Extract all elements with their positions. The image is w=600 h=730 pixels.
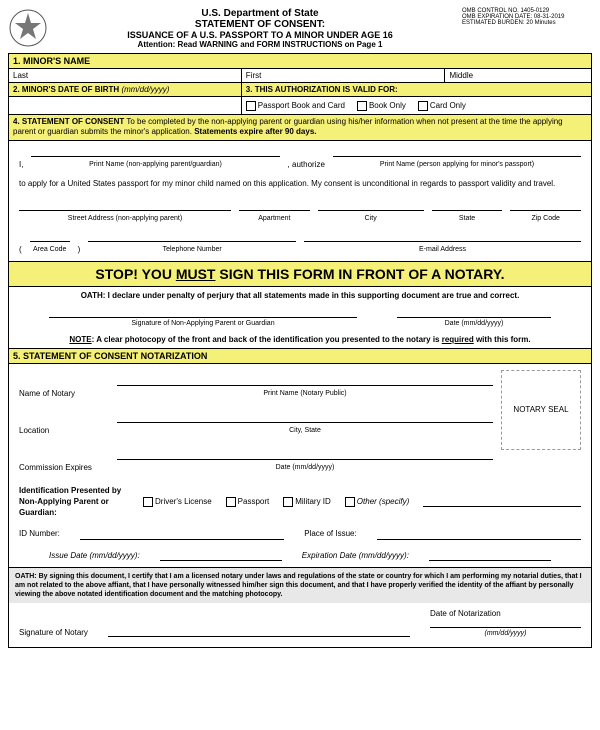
dept-name: U.S. Department of State [58,8,462,19]
sig-notary-field[interactable] [108,627,410,637]
nonapplying-name-label: Print Name (non-applying parent/guardian… [31,160,279,170]
exp-date-label: Expiration Date (mm/dd/yyyy): [302,550,409,561]
exp-date-field[interactable] [429,551,551,561]
omb-block: OMB CONTROL NO. 1405-0129 OMB EXPIRATION… [462,8,592,26]
form-body: 1. MINOR'S NAME Last First Middle 2. MIN… [8,53,592,648]
place-issue-label: Place of Issue: [304,528,356,539]
id-other[interactable]: Other (specify) [345,496,409,507]
phone-field[interactable] [88,232,296,242]
id-passport[interactable]: Passport [226,496,270,507]
first-label: First [246,71,262,80]
last-label: Last [13,71,28,80]
sig-nonapplying-field[interactable] [49,308,357,318]
oath-1: OATH: I declare under penalty of perjury… [9,287,591,304]
notarization-date-label: Date of Notarization [430,609,581,618]
dept-seal-icon [8,8,48,48]
sig-notary-label: Signature of Notary [19,628,88,637]
apt-field[interactable] [239,201,310,211]
notarization-date-field[interactable] [430,618,581,628]
section-2-3-header-row: 2. MINOR'S DATE OF BIRTH (mm/dd/yyyy) 3.… [9,83,591,97]
stop-banner: STOP! YOU MUST SIGN THIS FORM IN FRONT O… [9,261,591,287]
location-field[interactable] [117,413,493,423]
authorize-text: , authorize [288,159,325,170]
id-presented-label: Identification Presented by Non-Applying… [19,485,129,519]
notary-sig-row: Signature of Notary Date of Notarization… [9,603,591,647]
notary-block: Name of Notary Print Name (Notary Public… [9,364,591,567]
dob-field[interactable] [9,97,242,115]
opt-card-only[interactable]: Card Only [418,101,466,111]
opt-book-card[interactable]: Passport Book and Card [246,101,345,111]
id-number-field[interactable] [80,530,284,540]
area-field[interactable] [30,232,70,242]
sig-date-field[interactable] [397,308,551,318]
email-field[interactable] [304,232,581,242]
id-drivers[interactable]: Driver's License [143,496,212,507]
s4-lead: 4. STATEMENT OF CONSENT [13,117,124,126]
section-4-header: 4. STATEMENT OF CONSENT To be completed … [9,115,591,141]
name-row: Last First Middle [9,69,591,83]
section-5-header: 5. STATEMENT OF CONSENT NOTARIZATION [9,348,591,364]
section-2-3-body-row: Passport Book and Card Book Only Card On… [9,97,591,115]
header-titles: U.S. Department of State STATEMENT OF CO… [58,8,462,49]
consent-paragraph: to apply for a United States passport fo… [19,178,581,189]
state-field[interactable] [432,201,503,211]
omb-burden: ESTIMATED BURDEN: 20 Minutes [462,20,592,26]
consent-body: I, Print Name (non-applying parent/guard… [9,141,591,261]
opt-book-only[interactable]: Book Only [357,101,406,111]
middle-label: Middle [449,71,473,80]
zip-field[interactable] [510,201,581,211]
s4-expire: Statements expire after 90 days. [194,127,316,136]
note-line: NOTE: A clear photocopy of the front and… [9,331,591,348]
attention-line: Attention: Read WARNING and FORM INSTRUC… [58,40,462,49]
notary-name-label: Name of Notary [19,388,109,399]
applying-name-label: Print Name (person applying for minor's … [333,160,581,170]
oath-2: OATH: By signing this document, I certif… [9,567,591,603]
commission-field[interactable] [117,450,493,460]
i-text: I, [19,159,23,170]
section-2-title: 2. MINOR'S DATE OF BIRTH [13,85,119,94]
commission-label: Commission Expires [19,462,109,473]
id-number-label: ID Number: [19,528,60,539]
nonapplying-name-field[interactable] [31,147,279,157]
location-label: Location [19,425,109,436]
form-header: U.S. Department of State STATEMENT OF CO… [8,8,592,49]
notary-seal-box: NOTARY SEAL [501,370,581,450]
id-other-field[interactable] [423,497,581,507]
applying-name-field[interactable] [333,147,581,157]
issue-date-field[interactable] [160,551,282,561]
notary-name-field[interactable] [117,376,493,386]
street-field[interactable] [19,201,231,211]
city-field[interactable] [318,201,424,211]
section-1-header: 1. MINOR'S NAME [9,54,591,69]
issue-date-label: Issue Date (mm/dd/yyyy): [49,550,140,561]
form-title: STATEMENT OF CONSENT: [58,19,462,30]
dob-hint: (mm/dd/yyyy) [121,85,169,94]
id-military[interactable]: Military ID [283,496,331,507]
form-subtitle: ISSUANCE OF A U.S. PASSPORT TO A MINOR U… [58,30,462,40]
place-issue-field[interactable] [377,530,581,540]
section-3-title: 3. THIS AUTHORIZATION IS VALID FOR: [242,83,591,97]
